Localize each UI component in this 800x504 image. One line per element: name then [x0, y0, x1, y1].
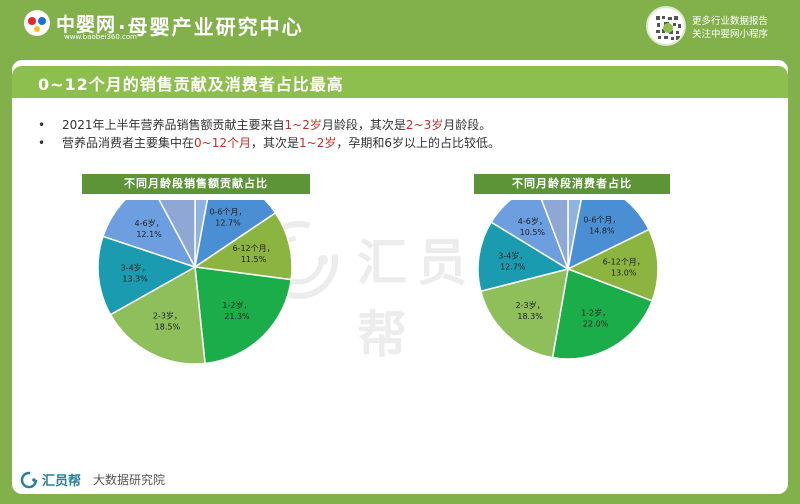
- pie-value-label: 12.7%: [215, 219, 241, 228]
- pie-slice: [479, 267, 569, 359]
- pie-value-label: 13.0%: [611, 268, 637, 277]
- pie-value-label: 22.0%: [583, 319, 609, 328]
- pie-value-label: 18.3%: [517, 312, 543, 321]
- pie-value-label: 10.5%: [520, 228, 546, 237]
- pie-value-label: 13.3%: [122, 275, 148, 284]
- pie-slice: [102, 200, 197, 269]
- pie-value-label: 18.5%: [155, 322, 181, 331]
- pie-slice: [490, 200, 570, 271]
- pie-value-label: 11.5%: [241, 255, 267, 264]
- section-title-bar: 0~12个月的销售贡献及消费者占比最高: [12, 66, 788, 98]
- pie-slice: [194, 266, 293, 365]
- footer-logo-text: 汇员帮: [42, 474, 82, 489]
- bullet-item: • 营养品消费者主要集中在0~12个月，其次是1~2岁，孕期和6岁以上的占比较低…: [38, 136, 500, 150]
- chart-title-sales: 不同月龄段销售额贡献占比: [82, 174, 310, 194]
- pie-value-label: 12.1%: [136, 230, 162, 239]
- pie-slice: [97, 235, 197, 316]
- baby-icon: [22, 8, 52, 38]
- qr-note: 更多行业数据报告 关注中婴网小程序: [692, 16, 769, 40]
- pie-label: 0-6个月，: [209, 208, 246, 217]
- pie-charts: 孕期，2.9%0-6个月，12.7%6-12个月，11.5%1-2岁，21.3%…: [97, 200, 659, 365]
- pie-slice: [566, 200, 650, 271]
- pie-label: 1-2岁，: [581, 307, 610, 317]
- bullet-list: • 2021年上半年营养品销售额贡献主要来自1~2岁月龄段，其次是2~3岁月龄段…: [38, 116, 500, 152]
- pie-label: 3-4岁，: [498, 251, 527, 261]
- pie-slice: [193, 200, 277, 269]
- pie-label: 2-3岁，: [516, 300, 545, 310]
- pie-slice: [567, 200, 582, 270]
- brand-logo[interactable]: 中婴网: [22, 8, 116, 38]
- watermark-text: 汇员帮: [357, 234, 477, 364]
- chart-title-consumers: 不同月龄段消费者占比: [474, 174, 670, 194]
- qr-code-icon[interactable]: [646, 6, 686, 46]
- footer-sub: 大数据研究院: [93, 473, 166, 487]
- pie-slice: [109, 265, 206, 365]
- page-header-title: ·母婴产业研究中心: [118, 15, 304, 39]
- pie-slice: [477, 221, 570, 293]
- bullet-item: • 2021年上半年营养品销售额贡献主要来自1~2岁月龄段，其次是2~3岁月龄段…: [38, 118, 492, 132]
- pie-slice: [158, 200, 196, 268]
- pie-label: 1-2岁，: [222, 300, 251, 310]
- footer: 汇员帮 大数据研究院: [20, 470, 165, 489]
- pie-label: 3-4岁，: [121, 263, 150, 273]
- pie-slice: [540, 200, 569, 270]
- pie-label: 4-6岁，: [135, 218, 164, 228]
- bullet-dot-icon: •: [38, 118, 46, 132]
- pie-slice: [566, 228, 659, 302]
- pie-label: 0-6个月，: [583, 216, 620, 225]
- top-bar: 中婴网 www.baobei360.com ·母婴产业研究中心 更多行业数据报告…: [0, 0, 800, 56]
- pie-label: 4-6岁，: [518, 216, 547, 226]
- bullet-dot-icon: •: [38, 136, 46, 150]
- pie-value-label: 12.7%: [500, 263, 526, 272]
- pie-value-label: 14.8%: [589, 227, 615, 236]
- brand-url: www.baobei360.com: [64, 33, 138, 41]
- pie-label: 6-12个月，: [232, 244, 274, 253]
- pie-slice: [551, 267, 654, 360]
- pie-label: 2-3岁，: [153, 310, 182, 320]
- footer-logo-icon: [20, 471, 38, 488]
- section-title: 0~12个月的销售贡献及消费者占比最高: [38, 75, 344, 94]
- brand-name: 中婴网: [56, 13, 117, 36]
- content-card: 0~12个月的销售贡献及消费者占比最高 • 2021年上半年营养品销售额贡献主要…: [12, 60, 788, 494]
- pie-value-label: 21.3%: [224, 312, 250, 321]
- pie-label: 6-12个月，: [603, 257, 645, 266]
- pie-slice: [192, 211, 293, 281]
- pie-slice: [194, 200, 209, 268]
